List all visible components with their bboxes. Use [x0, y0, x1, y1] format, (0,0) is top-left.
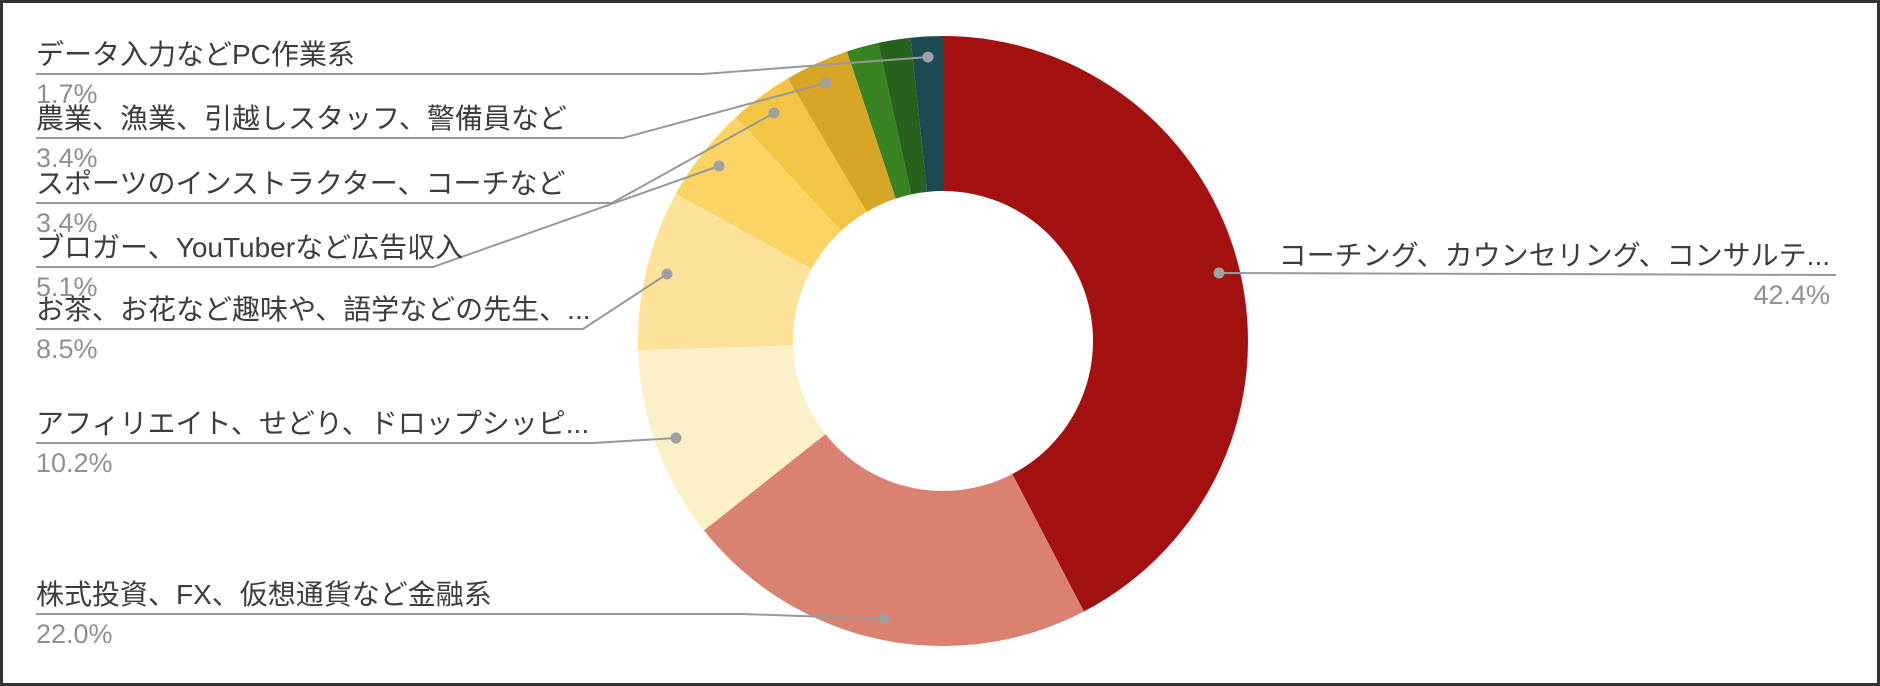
leader-dot-0	[1213, 267, 1225, 279]
leader-line-5	[36, 112, 775, 204]
leader-dot-4	[713, 160, 725, 172]
leader-line-0	[1218, 272, 1837, 276]
leader-line-4	[36, 165, 720, 268]
leader-dot-1	[878, 613, 890, 625]
leader-line-1	[36, 613, 885, 620]
pie-slice-1	[703, 341, 1084, 647]
leader-dot-2	[670, 432, 682, 444]
leader-line-2	[36, 437, 677, 444]
leader-line-3	[36, 273, 668, 330]
donut-hole	[793, 191, 1093, 491]
leader-lines	[36, 51, 1837, 625]
leader-dot-6	[820, 77, 832, 89]
leader-dot-9	[922, 51, 934, 63]
leader-dot-5	[768, 107, 780, 119]
leader-dot-3	[661, 268, 673, 280]
leader-line-9	[36, 56, 929, 75]
donut-chart	[36, 35, 1837, 647]
leader-line-6	[36, 82, 827, 139]
